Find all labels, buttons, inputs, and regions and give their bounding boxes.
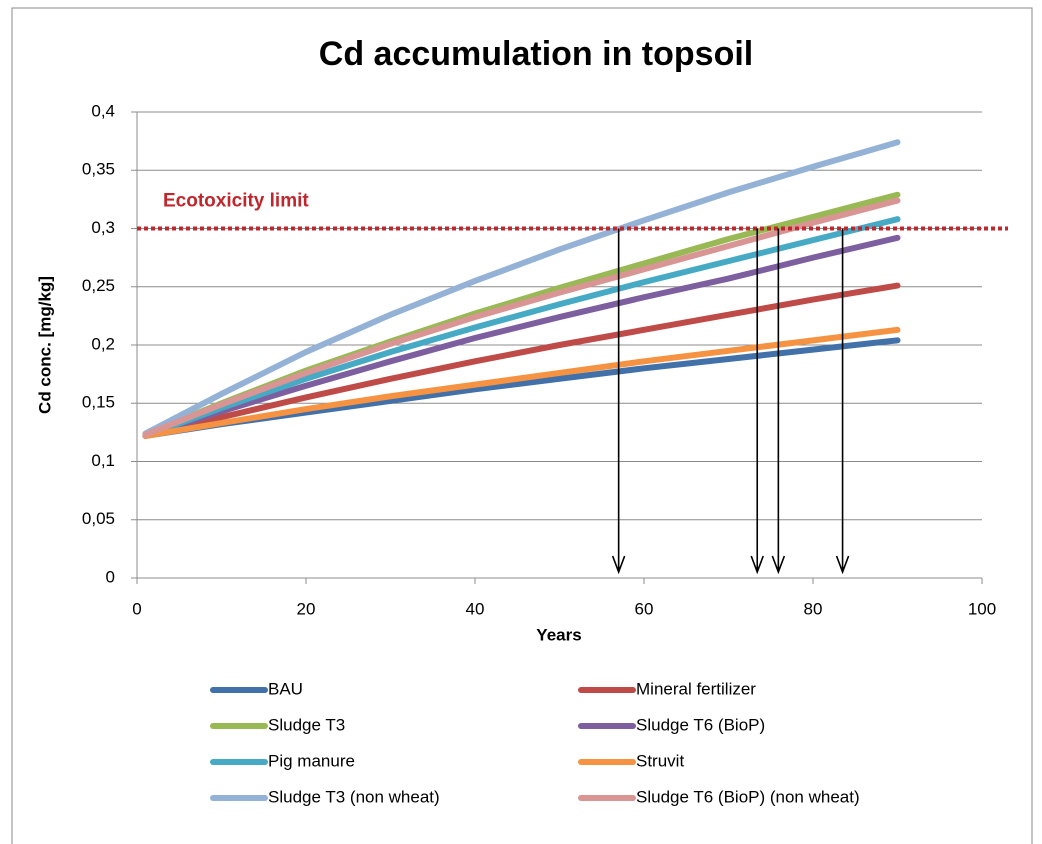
- crossing-arrow: [611, 228, 626, 575]
- y-tick-label: 0,2: [91, 334, 115, 353]
- y-tick-label: 0: [106, 567, 115, 586]
- x-tick-label: 60: [635, 599, 654, 618]
- series-line: [142, 282, 901, 439]
- legend-label: Sludge T3 (non wheat): [268, 787, 440, 806]
- legend-label: Struvit: [636, 751, 684, 770]
- series-line: [142, 234, 901, 439]
- legend-label: Sludge T6 (BioP) (non wheat): [636, 787, 860, 806]
- x-axis-label: Years: [536, 625, 581, 644]
- legend-label: BAU: [268, 679, 303, 698]
- x-tick-label: 100: [968, 599, 996, 618]
- legend-label: Sludge T6 (BioP): [636, 715, 765, 734]
- crossing-arrow: [835, 228, 850, 575]
- y-tick-label: 0,15: [82, 393, 115, 412]
- legend-label: Pig manure: [268, 751, 355, 770]
- x-tick-label: 80: [804, 599, 823, 618]
- y-tick-label: 0,1: [91, 451, 115, 470]
- y-tick-label: 0,4: [91, 101, 115, 120]
- crossing-arrow: [750, 228, 764, 575]
- crossing-arrow: [771, 228, 786, 575]
- chart-title: Cd accumulation in topsoil: [319, 35, 753, 73]
- x-tick-label: 0: [132, 599, 141, 618]
- series-line: [142, 216, 901, 439]
- x-tick-label: 40: [466, 599, 485, 618]
- y-tick-label: 0,35: [82, 160, 115, 179]
- y-tick-label: 0,3: [91, 218, 115, 237]
- series-line: [142, 197, 901, 438]
- series-line: [142, 139, 901, 437]
- legend-label: Mineral fertilizer: [636, 679, 756, 698]
- x-tick-label: 20: [297, 599, 316, 618]
- threshold-label: Ecotoxicity limit: [163, 191, 309, 212]
- y-tick-label: 0,25: [82, 276, 115, 295]
- y-axis-label: Cd conc. [mg/kg]: [35, 276, 54, 414]
- legend-label: Sludge T3: [268, 715, 345, 734]
- y-tick-label: 0,05: [82, 509, 115, 528]
- series-line: [142, 326, 901, 439]
